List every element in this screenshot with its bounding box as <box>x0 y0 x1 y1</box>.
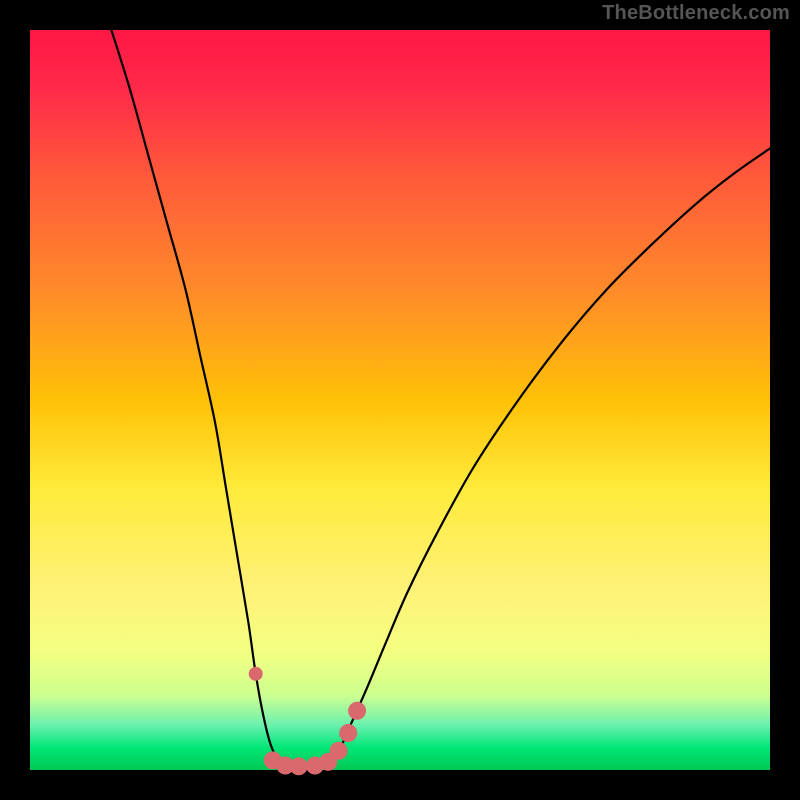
marker-dot <box>330 742 348 760</box>
marker-dot <box>249 667 263 681</box>
plot-background <box>30 30 770 770</box>
marker-dot <box>290 757 308 775</box>
marker-dot <box>339 724 357 742</box>
watermark-text: TheBottleneck.com <box>602 2 790 25</box>
chart-root: TheBottleneck.com <box>0 0 800 800</box>
chart-svg <box>0 0 800 800</box>
marker-dot <box>348 702 366 720</box>
